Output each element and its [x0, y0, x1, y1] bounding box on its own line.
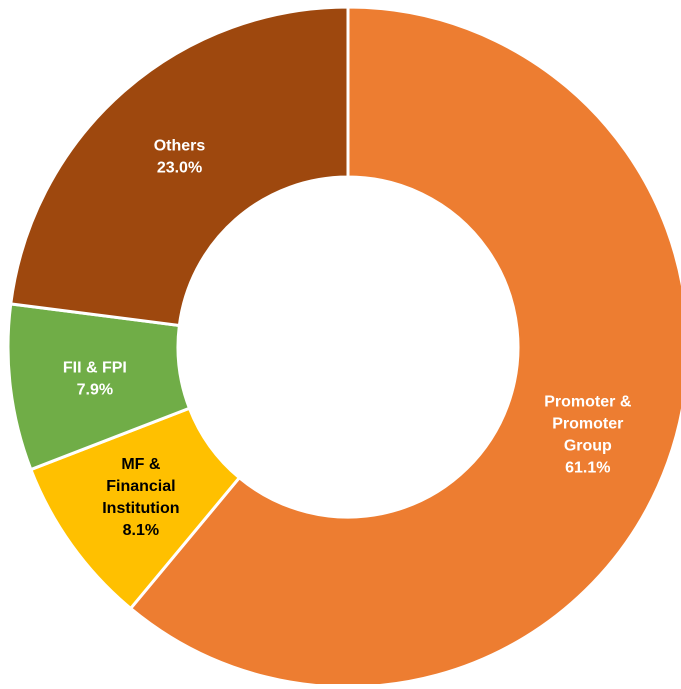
slice-label-line: Institution: [102, 500, 179, 517]
slice-label-line: Group: [564, 438, 612, 455]
slice-label-line: Financial: [106, 478, 175, 495]
donut-slice: [9, 5, 350, 328]
slice-label: MF & Financial Institution: [102, 456, 179, 517]
slice-label-line: FII & FPI: [63, 360, 127, 377]
slice-label-line: Promoter: [552, 416, 623, 433]
value-label: 8.1%: [123, 522, 159, 539]
slice-label: Others: [154, 138, 206, 155]
donut-slice: [128, 5, 681, 689]
slice-label: FII & FPI: [63, 360, 127, 377]
slice-label: Promoter & Promoter Group: [544, 394, 632, 455]
slice-label-line: MF &: [121, 456, 161, 473]
value-label: 23.0%: [157, 160, 202, 177]
slice-label-line: Promoter &: [544, 394, 632, 411]
value-label: 61.1%: [565, 460, 610, 477]
value-label: 7.9%: [77, 382, 113, 399]
slice-label-line: Others: [154, 138, 206, 155]
